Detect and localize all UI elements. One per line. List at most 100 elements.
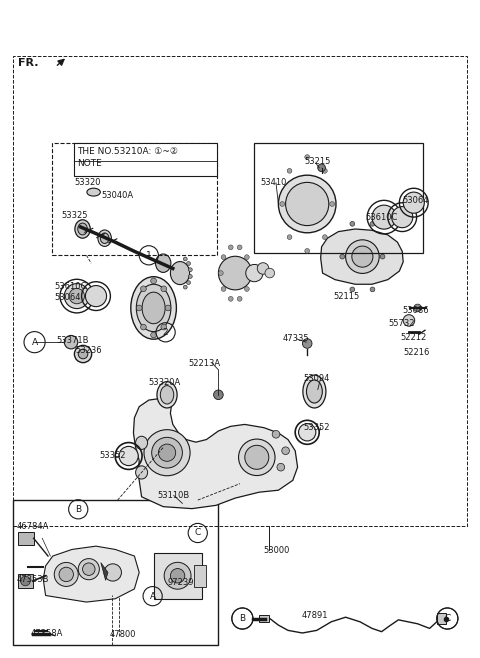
Bar	[18, 532, 34, 545]
Text: 1: 1	[146, 251, 152, 260]
Circle shape	[187, 281, 191, 284]
Text: 53325: 53325	[61, 211, 88, 220]
Circle shape	[161, 286, 167, 291]
Text: 52216: 52216	[403, 347, 430, 357]
Circle shape	[350, 221, 355, 226]
Circle shape	[170, 569, 185, 583]
Ellipse shape	[75, 220, 90, 238]
Ellipse shape	[78, 223, 87, 235]
Polygon shape	[43, 546, 139, 602]
Text: 53352: 53352	[303, 423, 330, 432]
Circle shape	[278, 175, 336, 233]
Circle shape	[141, 324, 146, 330]
Circle shape	[83, 563, 95, 575]
Text: 53352: 53352	[100, 451, 126, 461]
Bar	[254, 143, 423, 253]
Circle shape	[323, 235, 327, 240]
Circle shape	[265, 268, 275, 278]
Bar	[437, 613, 446, 624]
Circle shape	[340, 254, 345, 259]
Circle shape	[189, 268, 192, 272]
Text: 53610C: 53610C	[366, 213, 398, 222]
Ellipse shape	[100, 233, 109, 243]
Text: 53064: 53064	[54, 293, 81, 302]
Text: 47353B: 47353B	[16, 574, 49, 584]
Circle shape	[85, 286, 107, 307]
Bar	[13, 56, 467, 526]
Text: 53320A: 53320A	[149, 378, 181, 388]
Bar	[194, 565, 206, 587]
Circle shape	[237, 296, 242, 301]
Text: C: C	[194, 528, 201, 538]
Circle shape	[152, 438, 182, 468]
Circle shape	[403, 192, 424, 213]
Circle shape	[305, 155, 310, 159]
Ellipse shape	[170, 262, 190, 285]
Ellipse shape	[142, 292, 165, 324]
Text: 46784A: 46784A	[16, 522, 48, 531]
Ellipse shape	[157, 382, 177, 408]
Circle shape	[286, 182, 329, 226]
Text: 47800: 47800	[109, 630, 136, 640]
Circle shape	[104, 564, 121, 581]
Circle shape	[161, 324, 167, 330]
Circle shape	[237, 245, 242, 250]
Circle shape	[287, 168, 292, 173]
Text: 53110B: 53110B	[157, 491, 190, 500]
Text: 53000: 53000	[263, 545, 289, 555]
Text: 53236: 53236	[75, 346, 102, 355]
Circle shape	[247, 270, 252, 276]
Circle shape	[323, 168, 327, 173]
Text: 53371B: 53371B	[57, 336, 89, 345]
Text: 52115: 52115	[334, 291, 360, 301]
Text: A: A	[150, 592, 156, 601]
Text: B: B	[75, 505, 81, 514]
Circle shape	[414, 304, 421, 312]
Bar	[13, 500, 218, 645]
Circle shape	[372, 205, 396, 229]
Bar	[259, 615, 269, 622]
Text: 53094: 53094	[303, 374, 330, 383]
Circle shape	[299, 424, 316, 441]
Text: 53215: 53215	[305, 157, 331, 166]
Ellipse shape	[307, 380, 323, 403]
Text: 52212: 52212	[401, 333, 427, 342]
Circle shape	[189, 274, 192, 278]
Circle shape	[151, 332, 156, 338]
Text: 53040A: 53040A	[102, 191, 134, 200]
Circle shape	[164, 563, 191, 589]
Text: 55732: 55732	[389, 319, 415, 328]
Circle shape	[183, 257, 187, 261]
Text: 47335: 47335	[282, 334, 309, 343]
Ellipse shape	[136, 284, 171, 332]
Circle shape	[380, 254, 385, 259]
Text: B: B	[240, 614, 245, 623]
Text: 53064: 53064	[402, 196, 429, 205]
Circle shape	[54, 563, 78, 586]
Polygon shape	[133, 398, 298, 509]
Circle shape	[78, 349, 88, 359]
Text: 47358A: 47358A	[30, 629, 62, 638]
Circle shape	[287, 235, 292, 240]
Circle shape	[318, 164, 325, 172]
Circle shape	[272, 430, 280, 438]
Ellipse shape	[98, 230, 111, 246]
Circle shape	[218, 256, 252, 290]
Circle shape	[74, 345, 92, 363]
Circle shape	[69, 288, 84, 304]
Circle shape	[21, 576, 30, 586]
Circle shape	[244, 287, 249, 291]
Ellipse shape	[303, 375, 326, 408]
Circle shape	[245, 445, 269, 469]
Circle shape	[244, 255, 249, 259]
Text: 53320: 53320	[74, 178, 101, 188]
Ellipse shape	[131, 276, 177, 340]
Circle shape	[392, 207, 413, 228]
Circle shape	[187, 262, 191, 265]
Ellipse shape	[156, 254, 171, 272]
Circle shape	[246, 265, 263, 282]
Circle shape	[302, 339, 312, 348]
Circle shape	[282, 447, 289, 455]
Circle shape	[370, 287, 375, 292]
Bar	[18, 574, 33, 588]
